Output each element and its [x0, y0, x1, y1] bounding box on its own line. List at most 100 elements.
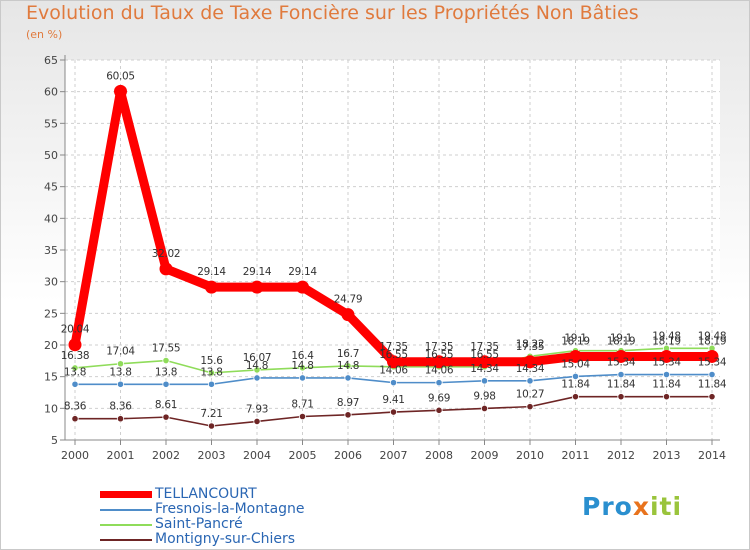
- y-tick-label: 40: [44, 212, 58, 225]
- data-label: 7.93: [246, 403, 268, 415]
- data-point: [298, 364, 307, 372]
- data-point: [162, 413, 170, 421]
- data-label: 16.55: [425, 349, 454, 361]
- data-point: [207, 422, 216, 430]
- data-point: [71, 380, 79, 388]
- data-point: [480, 377, 489, 385]
- x-tick-label: 2012: [607, 449, 635, 462]
- data-point: [162, 356, 170, 365]
- y-axis-unit: (en %): [26, 28, 63, 41]
- data-point: [341, 308, 355, 322]
- data-label: 18.19: [652, 335, 681, 347]
- data-point: [660, 349, 673, 363]
- legend-label: Saint-Pancré: [155, 516, 243, 532]
- data-label: 17.35: [379, 341, 408, 353]
- data-point: [344, 411, 352, 419]
- data-point: [480, 404, 489, 413]
- data-label: 9.98: [473, 390, 495, 402]
- data-point: [114, 84, 127, 98]
- x-tick-label: 2011: [562, 449, 590, 462]
- data-point: [435, 406, 443, 414]
- data-point: [617, 370, 625, 379]
- data-point: [708, 370, 716, 379]
- data-label: 24.79: [334, 294, 363, 306]
- data-point: [207, 380, 216, 388]
- data-label: 13.8: [64, 366, 86, 378]
- data-point: [571, 393, 580, 401]
- data-label: 7.21: [200, 408, 222, 420]
- data-label: 11.84: [698, 379, 727, 391]
- x-tick-label: 2005: [289, 449, 317, 462]
- data-point: [68, 338, 82, 352]
- y-tick-label: 35: [44, 244, 58, 257]
- data-label: 15.04: [561, 358, 590, 370]
- data-point: [253, 417, 261, 426]
- data-label: 32.02: [152, 248, 181, 260]
- data-label: 14.34: [516, 363, 545, 375]
- y-tick-label: 20: [44, 339, 58, 352]
- data-point: [705, 349, 719, 363]
- data-label: 9.69: [428, 392, 450, 404]
- y-tick-label: 15: [44, 371, 58, 384]
- data-label: 14.8: [337, 360, 359, 372]
- data-label: 18.19: [607, 335, 636, 347]
- data-label: 13.8: [200, 366, 222, 378]
- data-point: [523, 355, 537, 369]
- legend-swatch: [100, 539, 152, 541]
- data-point: [617, 393, 625, 401]
- data-point: [71, 415, 79, 423]
- data-label: 17.35: [425, 341, 454, 353]
- data-point: [432, 355, 446, 369]
- x-tick-label: 2008: [425, 449, 453, 462]
- legend-label: Fresnois-la-Montagne: [155, 501, 305, 517]
- data-point: [250, 280, 264, 294]
- data-label: 29.14: [197, 266, 226, 278]
- data-label: 16.55: [379, 349, 408, 361]
- data-label: 19.48: [652, 330, 681, 342]
- data-point: [389, 408, 398, 416]
- data-label: 18.19: [561, 335, 590, 347]
- data-point: [207, 369, 216, 377]
- data-point: [205, 280, 218, 294]
- data-label: 11.84: [652, 379, 681, 391]
- data-label: 13.8: [109, 366, 131, 378]
- data-point: [116, 380, 125, 388]
- data-label: 16.07: [243, 352, 272, 364]
- data-point: [478, 355, 491, 369]
- data-point: [614, 349, 628, 363]
- chart-title: Evolution du Taux de Taxe Foncière sur l…: [26, 2, 639, 24]
- data-label: 11.84: [561, 379, 590, 391]
- data-label: 14.34: [470, 363, 499, 375]
- data-label: 14.8: [246, 360, 268, 372]
- data-label: 13.8: [155, 366, 177, 378]
- data-label: 14.8: [291, 360, 313, 372]
- legend-swatch: [100, 509, 152, 511]
- data-point: [662, 393, 671, 401]
- data-label: 19.1: [610, 333, 632, 345]
- x-tick-label: 2004: [243, 449, 271, 462]
- data-label: 14.06: [379, 365, 408, 377]
- x-tick-label: 2000: [61, 449, 89, 462]
- data-label: 9.41: [382, 394, 404, 406]
- x-tick-label: 2002: [152, 449, 180, 462]
- data-label: 19.1: [564, 333, 586, 345]
- data-label: 60.05: [106, 70, 135, 82]
- data-point: [435, 379, 443, 387]
- y-tick-label: 50: [44, 149, 58, 162]
- data-point: [344, 362, 352, 370]
- data-point: [708, 393, 716, 401]
- data-label: 17.04: [106, 346, 135, 358]
- data-label: 16.38: [61, 350, 90, 362]
- data-label: 18.22: [516, 338, 545, 350]
- data-point: [298, 374, 307, 382]
- data-point: [387, 355, 400, 369]
- data-point: [253, 366, 261, 374]
- y-tick-label: 65: [44, 54, 58, 67]
- data-point: [526, 377, 534, 385]
- data-label: 8.71: [291, 399, 313, 411]
- data-point: [298, 412, 307, 421]
- data-label: 16.55: [470, 349, 499, 361]
- line-chart: 5 10 15 20 25 30 35 40 45 50 55 60 65 2000 2001 2002 200…: [44, 54, 727, 462]
- data-point: [253, 374, 261, 382]
- legend-swatch: [100, 524, 152, 526]
